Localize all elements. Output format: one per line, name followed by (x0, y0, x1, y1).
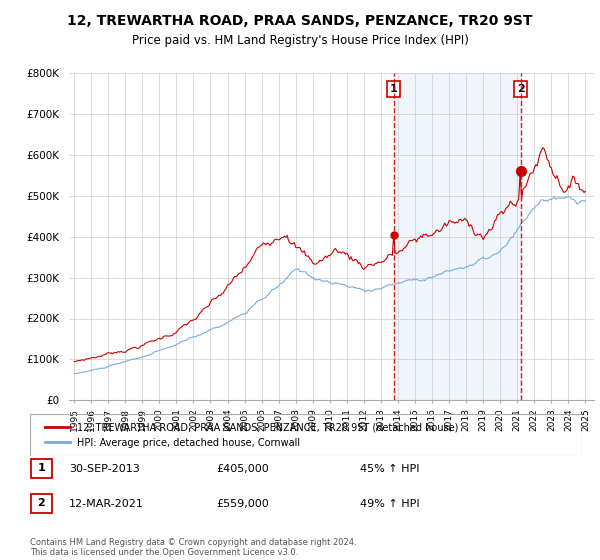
Text: 49% ↑ HPI: 49% ↑ HPI (360, 499, 419, 509)
Text: 1: 1 (38, 463, 45, 473)
Text: 2: 2 (517, 84, 524, 94)
Bar (394, 73, 521, 400)
Text: £559,000: £559,000 (216, 499, 269, 509)
Text: Contains HM Land Registry data © Crown copyright and database right 2024.
This d: Contains HM Land Registry data © Crown c… (30, 538, 356, 557)
Text: 12-MAR-2021: 12-MAR-2021 (69, 499, 144, 509)
Text: 45% ↑ HPI: 45% ↑ HPI (360, 464, 419, 474)
Text: 12, TREWARTHA ROAD, PRAA SANDS, PENZANCE, TR20 9ST: 12, TREWARTHA ROAD, PRAA SANDS, PENZANCE… (67, 14, 533, 28)
Legend: 12, TREWARTHA ROAD, PRAA SANDS, PENZANCE, TR20 9ST (detached house), HPI: Averag: 12, TREWARTHA ROAD, PRAA SANDS, PENZANCE… (40, 418, 464, 452)
Text: 30-SEP-2013: 30-SEP-2013 (69, 464, 140, 474)
Text: 2: 2 (38, 498, 45, 508)
Text: 1: 1 (390, 84, 398, 94)
Text: Price paid vs. HM Land Registry's House Price Index (HPI): Price paid vs. HM Land Registry's House … (131, 34, 469, 46)
Text: £405,000: £405,000 (216, 464, 269, 474)
